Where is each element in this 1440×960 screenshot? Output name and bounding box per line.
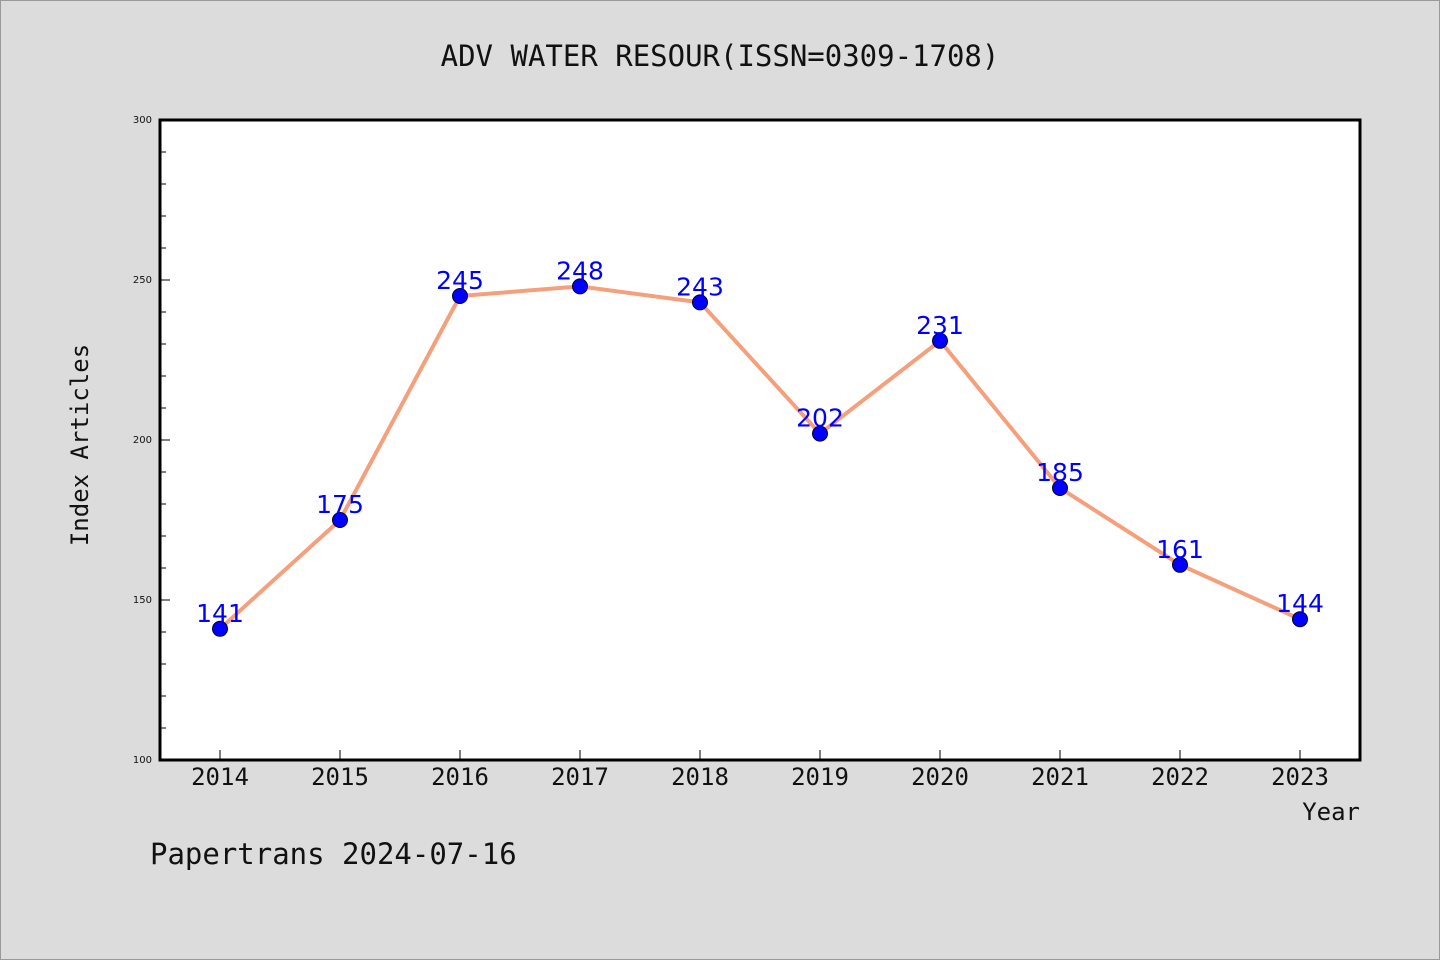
series-line [218,284,1301,631]
x-tick-label: 2021 [1031,763,1089,791]
data-point [452,288,468,304]
x-tick-label: 2018 [671,763,729,791]
y-tick-label: 100 [133,755,152,766]
x-axis-label: Year [1302,798,1360,826]
x-tick-label: 2020 [911,763,969,791]
data-label: 202 [796,404,844,433]
plot-area [158,118,1362,762]
data-point [332,512,348,528]
x-tick-label: 2023 [1271,763,1329,791]
x-tick-label: 2017 [551,763,609,791]
footer-text: Papertrans 2024-07-16 [150,837,517,871]
data-label: 248 [556,256,604,285]
x-tick-label: 2015 [311,763,369,791]
data-point [812,425,828,442]
data-labels: 141 175 245 248 243 202 231 185 161 144 [196,256,1324,627]
data-point [572,278,588,295]
data-label: 161 [1156,535,1204,564]
chart-title: ADV WATER RESOUR(ISSN=0309-1708) [441,39,1000,73]
x-axis-ticks: 2014 2015 2016 2017 2018 2019 2020 2021 2022 2023 [191,750,1329,791]
data-point [1052,480,1068,496]
data-point [692,294,708,311]
data-label: 144 [1276,589,1324,618]
data-label: 141 [196,599,244,628]
data-label: 175 [316,490,364,519]
y-axis-label: Index Articles [66,344,94,546]
y-tick-label: 250 [133,275,152,286]
data-point [1292,611,1308,628]
y-tick-label: 300 [133,115,152,126]
data-point [212,620,228,637]
y-tick-label: 200 [133,435,152,446]
y-tick-label: 150 [133,595,152,606]
data-label: 243 [676,272,724,301]
data-point [932,332,948,349]
data-label: 231 [916,311,964,340]
y-axis-ticks: 100 150 200 250 300 [133,115,170,766]
x-tick-label: 2014 [191,763,249,791]
data-markers [212,278,1308,637]
x-tick-label: 2022 [1151,763,1209,791]
data-label: 185 [1036,458,1084,487]
x-tick-label: 2016 [431,763,489,791]
data-label: 245 [436,266,484,295]
x-tick-label: 2019 [791,763,849,791]
data-point [1172,556,1188,573]
